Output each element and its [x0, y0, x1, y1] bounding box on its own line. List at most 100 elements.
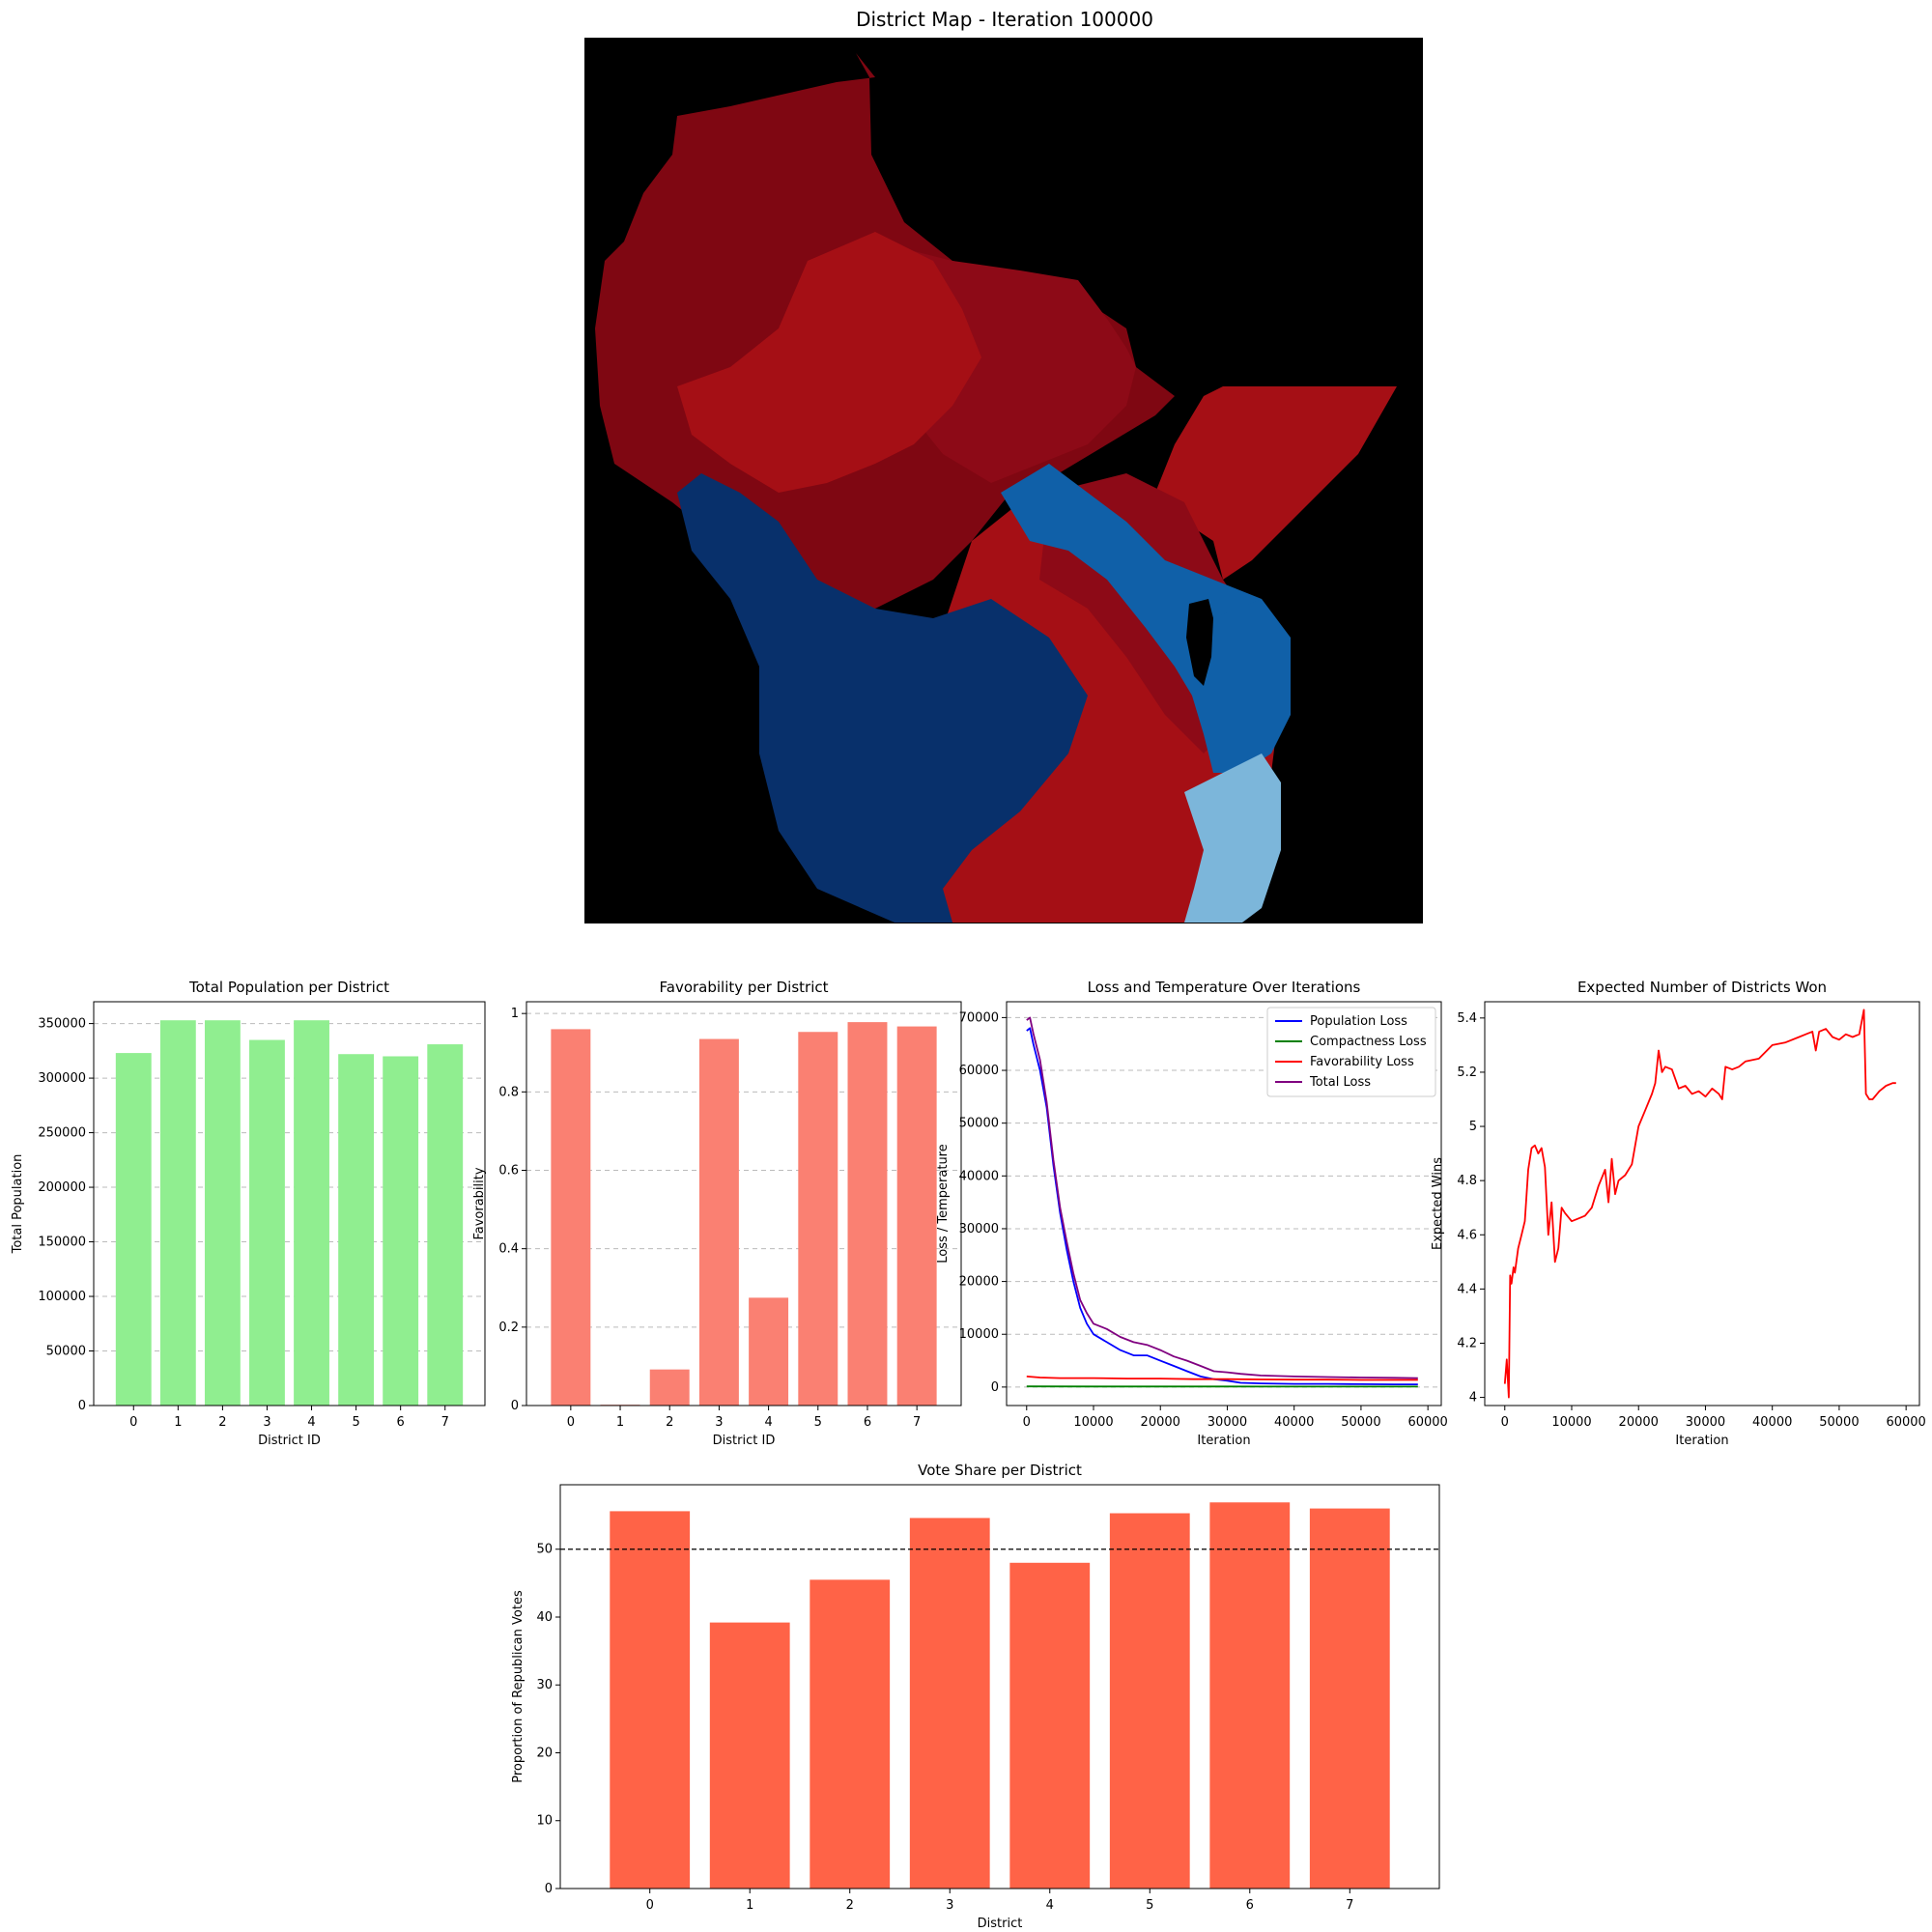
y-tick-label: 300000: [38, 1071, 86, 1086]
bar: [896, 1026, 937, 1406]
y-tick-label: 40: [536, 1610, 553, 1625]
bar: [847, 1022, 888, 1406]
bar: [698, 1038, 739, 1406]
x-tick-label: 60000: [1886, 1415, 1925, 1430]
x-tick-label: 40000: [1274, 1415, 1314, 1430]
legend-label: Population Loss: [1310, 1014, 1407, 1029]
y-tick-label: 0: [545, 1882, 553, 1896]
axes-frame: [1006, 1001, 1442, 1406]
chart-title: Loss and Temperature Over Iterations: [1088, 979, 1361, 996]
y-tick-label: 60000: [959, 1064, 999, 1078]
axes-frame: [559, 1484, 1440, 1889]
bar: [159, 1020, 196, 1406]
x-tick-label: 10000: [1551, 1415, 1591, 1430]
bar: [1109, 1513, 1190, 1889]
y-tick-label: 50: [536, 1543, 553, 1557]
y-tick-label: 200000: [38, 1180, 86, 1195]
bar: [338, 1054, 375, 1406]
legend-label: Favorability Loss: [1310, 1055, 1414, 1069]
y-tick-label: 50000: [959, 1117, 999, 1131]
y-tick-label: 5.4: [1457, 1011, 1477, 1026]
x-tick-label: 5: [352, 1415, 359, 1430]
x-tick-label: 40000: [1752, 1415, 1792, 1430]
x-tick-label: 1: [174, 1415, 182, 1430]
y-tick-label: 350000: [38, 1017, 86, 1032]
x-tick-label: 6: [397, 1415, 405, 1430]
x-tick-label: 0: [129, 1415, 137, 1430]
y-tick-label: 70000: [959, 1010, 999, 1025]
axes-frame: [93, 1001, 486, 1406]
x-tick-label: 4: [764, 1415, 772, 1430]
x-tick-label: 6: [864, 1415, 871, 1430]
x-tick-label: 5: [1146, 1898, 1153, 1913]
map-lake: [1186, 599, 1213, 686]
x-tick-label: 2: [666, 1415, 673, 1430]
y-tick-label: 0: [991, 1380, 999, 1395]
y-tick-label: 20: [536, 1746, 553, 1760]
y-tick-label: 0: [511, 1399, 519, 1413]
chart-title: Expected Number of Districts Won: [1577, 979, 1827, 996]
y-tick-label: 4: [1469, 1391, 1477, 1406]
bar: [1209, 1502, 1291, 1889]
y-tick-label: 0.4: [498, 1242, 519, 1257]
x-tick-label: 50000: [1341, 1415, 1380, 1430]
x-tick-label: 2: [218, 1415, 226, 1430]
x-tick-label: 60000: [1407, 1415, 1447, 1430]
chart-title: Vote Share per District: [918, 1462, 1082, 1479]
bar-chart-1: Favorability per District District ID Favo…: [472, 979, 962, 1448]
y-tick-label: 50000: [46, 1345, 86, 1359]
y-tick-label: 150000: [38, 1236, 86, 1250]
y-tick-label: 40000: [959, 1169, 999, 1183]
x-tick-label: 6: [1246, 1898, 1254, 1913]
x-tick-label: 1: [616, 1415, 624, 1430]
axes-frame: [1484, 1001, 1920, 1406]
x-tick-label: 1: [746, 1898, 753, 1913]
x-tick-label: 7: [1346, 1898, 1353, 1913]
bar: [249, 1039, 285, 1406]
y-tick-label: 5.2: [1457, 1065, 1477, 1080]
y-tick-label: 1: [511, 1007, 519, 1021]
x-tick-label: 7: [913, 1415, 921, 1430]
district-map-image: [595, 53, 1397, 923]
x-axis-label: Iteration: [1197, 1434, 1250, 1448]
x-tick-label: 0: [1501, 1415, 1509, 1430]
y-axis-label: Total Population: [11, 1154, 25, 1255]
x-tick-label: 3: [715, 1415, 723, 1430]
y-tick-label: 10000: [959, 1327, 999, 1342]
bar: [1009, 1562, 1091, 1889]
line-chart-3: Expected Number of Districts Won Iteratio…: [1431, 979, 1926, 1448]
x-tick-label: 20000: [1141, 1415, 1180, 1430]
bar: [294, 1020, 329, 1406]
bar: [610, 1511, 691, 1889]
y-tick-label: 4.4: [1457, 1282, 1477, 1296]
bar: [909, 1518, 990, 1889]
x-tick-label: 3: [946, 1898, 953, 1913]
y-axis-label: Favorability: [472, 1167, 487, 1239]
map-title: District Map - Iteration 100000: [856, 8, 1153, 31]
y-axis-label: Loss / Temperature: [936, 1144, 951, 1264]
legend-label: Total Loss: [1309, 1075, 1371, 1090]
bar-chart-4: Vote Share per District District Proportio…: [511, 1462, 1440, 1931]
x-tick-label: 5: [814, 1415, 822, 1430]
x-tick-label: 2: [846, 1898, 854, 1913]
bar: [810, 1579, 891, 1889]
bar: [115, 1053, 152, 1406]
x-tick-label: 10000: [1073, 1415, 1113, 1430]
x-tick-label: 3: [263, 1415, 270, 1430]
y-axis-label: Proportion of Republican Votes: [511, 1590, 526, 1783]
y-tick-label: 30: [536, 1678, 553, 1692]
map-region-milwaukee: [1184, 753, 1281, 923]
bar: [204, 1020, 241, 1406]
x-tick-label: 30000: [1686, 1415, 1725, 1430]
y-tick-label: 0: [78, 1399, 86, 1413]
legend-label: Compactness Loss: [1310, 1035, 1427, 1049]
bar-chart-0: Total Population per District District ID…: [11, 979, 486, 1448]
x-tick-label: 30000: [1208, 1415, 1247, 1430]
bar: [798, 1032, 838, 1406]
chart-title: Total Population per District: [188, 979, 389, 996]
district-map: [584, 38, 1423, 923]
y-tick-label: 30000: [959, 1222, 999, 1236]
y-tick-label: 20000: [959, 1275, 999, 1290]
line-chart-2: Loss and Temperature Over Iterations Iter…: [936, 979, 1448, 1448]
